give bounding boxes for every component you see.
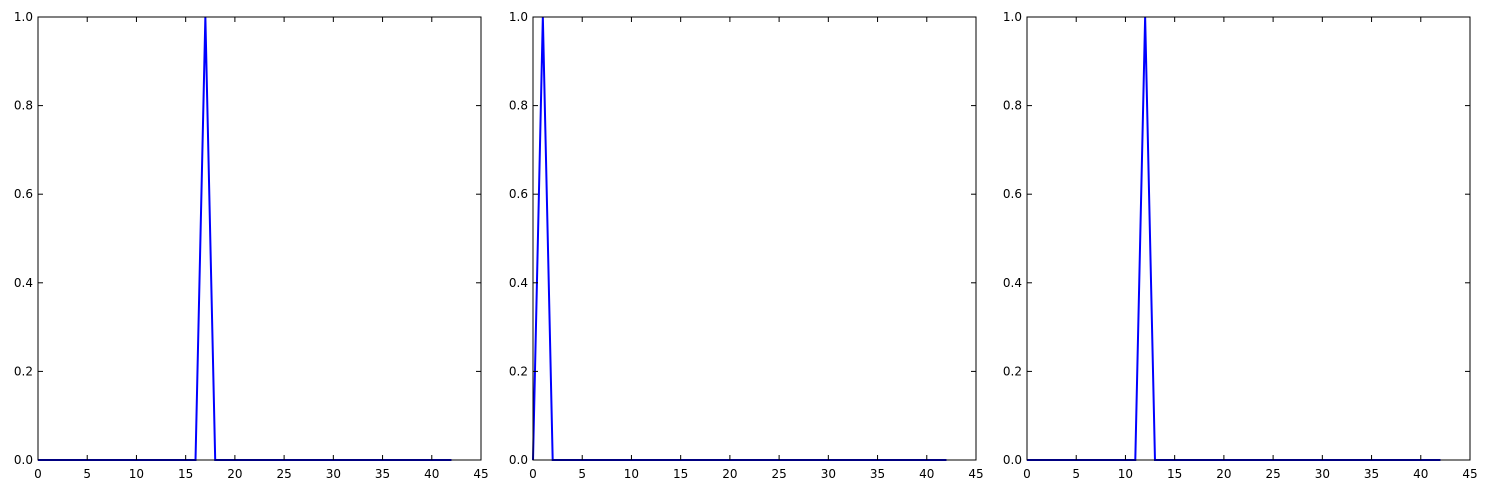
chart-panel-2: 0 5 10 15 20 25 30 35 40 45 0.0 0.2 0.4 0.6 0.8 1.0 <box>509 10 984 481</box>
x-tick-label: 40 <box>1413 467 1428 481</box>
x-tick-label: 45 <box>968 467 983 481</box>
y-tick-label: 0.0 <box>1003 453 1022 467</box>
y-tick-label: 0.8 <box>14 99 33 113</box>
x-tick-label: 25 <box>771 467 786 481</box>
x-tick-label: 35 <box>1364 467 1379 481</box>
x-tick-label: 20 <box>227 467 242 481</box>
x-tick-label: 30 <box>326 467 341 481</box>
x-tick-label: 10 <box>1118 467 1133 481</box>
y-tick-label: 0.4 <box>1003 276 1022 290</box>
axes-frame <box>532 16 977 461</box>
x-tick-label: 5 <box>1072 467 1080 481</box>
y-tick-label: 1.0 <box>1003 10 1022 24</box>
x-tick-label: 20 <box>1216 467 1231 481</box>
chart-panel-1: 0 5 10 15 20 25 30 35 40 45 0.0 0.2 0.4 0.6 0.8 1.0 <box>14 10 489 481</box>
y-tick-label: 0.4 <box>509 276 528 290</box>
x-tick-label: 15 <box>673 467 688 481</box>
y-tick-label: 0.0 <box>509 453 528 467</box>
y-tick-label: 0.2 <box>1003 364 1022 378</box>
x-tick-label: 20 <box>722 467 737 481</box>
y-tick-label: 0.0 <box>14 453 33 467</box>
x-tick-label: 5 <box>578 467 586 481</box>
x-tick-label: 25 <box>1265 467 1280 481</box>
x-tick-label: 45 <box>1462 467 1477 481</box>
x-tick-label: 35 <box>870 467 885 481</box>
x-tick-label: 40 <box>424 467 439 481</box>
x-tick-label: 45 <box>473 467 488 481</box>
x-tick-label: 10 <box>129 467 144 481</box>
x-tick-label: 40 <box>919 467 934 481</box>
x-tick-label: 0 <box>34 467 42 481</box>
y-tick-label: 0.8 <box>1003 99 1022 113</box>
x-tick-label: 25 <box>276 467 291 481</box>
x-tick-label: 15 <box>178 467 193 481</box>
x-tick-label: 10 <box>624 467 639 481</box>
y-tick-label: 1.0 <box>509 10 528 24</box>
axes-frame <box>1026 16 1471 461</box>
y-tick-label: 0.8 <box>509 99 528 113</box>
axes-frame <box>37 16 482 461</box>
x-tick-label: 35 <box>375 467 390 481</box>
y-tick-label: 0.6 <box>509 187 528 201</box>
x-tick-label: 30 <box>821 467 836 481</box>
chart-panel-3: 0 5 10 15 20 25 30 35 40 45 0.0 0.2 0.4 0.6 0.8 1.0 <box>1003 10 1478 481</box>
y-tick-label: 0.2 <box>509 364 528 378</box>
y-tick-label: 0.4 <box>14 276 33 290</box>
x-tick-label: 0 <box>529 467 537 481</box>
y-tick-label: 1.0 <box>14 10 33 24</box>
y-tick-label: 0.6 <box>1003 187 1022 201</box>
x-tick-label: 0 <box>1023 467 1031 481</box>
x-tick-label: 5 <box>83 467 91 481</box>
x-tick-label: 30 <box>1315 467 1330 481</box>
y-tick-label: 0.2 <box>14 364 33 378</box>
y-tick-label: 0.6 <box>14 187 33 201</box>
x-tick-label: 15 <box>1167 467 1182 481</box>
